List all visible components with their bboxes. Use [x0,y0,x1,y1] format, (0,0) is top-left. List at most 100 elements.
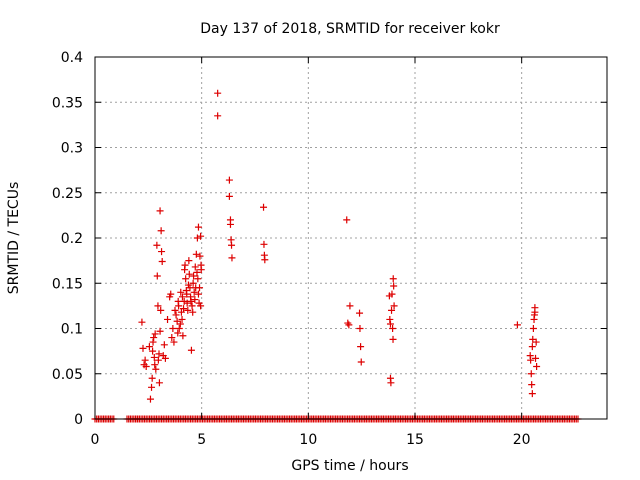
data-point [197,232,205,240]
data-point [142,363,150,371]
data-point [151,330,159,338]
data-point [181,261,189,269]
data-point [176,320,184,328]
data-point [261,256,269,264]
data-point [513,321,521,329]
data-point [225,176,233,184]
data-point [185,257,193,265]
data-point [225,192,233,200]
data-point [146,395,154,403]
data-point [357,343,365,351]
data-point [228,254,236,262]
data-point [168,334,176,342]
data-point [138,318,146,326]
data-point [167,290,175,298]
data-point [193,268,201,276]
data-point [528,390,536,398]
data-point [184,306,192,314]
data-point [170,338,178,346]
data-point [156,327,164,335]
data-point [527,370,535,378]
data-point [346,302,354,310]
data-point [388,290,396,298]
data-point [356,325,364,332]
data-point [151,361,159,369]
y-tick-label: 0.2 [61,231,83,247]
x-tick-label: 15 [406,432,424,448]
data-point [344,319,352,327]
y-tick-label: 0 [74,412,83,428]
data-point [150,334,158,342]
y-tick-label: 0.1 [61,322,83,338]
data-point [193,234,201,242]
data-point [345,321,353,329]
y-tick-label: 0.3 [61,141,83,157]
data-point [389,325,397,332]
data-point [190,272,198,280]
data-point [191,296,199,304]
tick-layer [94,56,607,420]
data-point [148,374,156,382]
data-point [149,347,157,355]
grid-layer [95,57,607,419]
data-point [387,379,395,387]
y-tick-label: 0.4 [61,50,83,66]
data-point [389,275,397,283]
data-point [160,341,168,349]
data-point [194,290,202,298]
data-point [389,335,397,343]
data-point [185,270,193,278]
tick-label-layer: 0 0.05 0.1 0.15 0.2 0.25 0.3 0.35 0.4 0 5 10 15 20 [52,50,531,448]
data-point [180,305,188,313]
data-point [187,297,195,305]
data-point [190,288,198,296]
data-point [178,315,186,323]
data-point [194,223,202,231]
data-point [154,302,162,310]
data-point [531,304,539,312]
data-point [161,354,169,362]
data-point [177,308,185,316]
data-point [226,220,234,228]
data-point [145,343,153,351]
data-point [182,275,190,283]
data-point [152,365,160,373]
data-point [197,302,205,310]
data-point [171,306,179,314]
data-point [356,309,364,317]
data-point [183,290,191,298]
x-tick-label: 0 [91,432,100,448]
data-point [149,338,157,346]
data-point [157,227,165,235]
data-point [260,203,268,211]
data-point [214,89,222,97]
data-point [194,275,202,283]
data-point [148,383,156,391]
data-point [169,325,177,332]
data-point [189,279,197,287]
data-point [388,306,396,314]
marker-layer [91,89,582,423]
y-tick-label: 0.35 [52,95,83,111]
data-point [141,356,149,364]
data-point [390,302,398,310]
data-point [174,329,182,337]
data-point [172,311,180,319]
data-point [155,350,163,358]
data-point [158,248,166,256]
y-axis-title: SRMTID / TECUs [6,182,22,295]
y-tick-label: 0.15 [52,276,83,292]
data-point [189,308,197,316]
chart-title: Day 137 of 2018, SRMTID for receiver kok… [200,21,500,37]
data-point [139,344,147,352]
data-point [529,325,537,332]
data-point [188,302,196,310]
data-point [157,306,165,314]
data-point [528,381,536,389]
y-tick-label: 0.05 [52,367,83,383]
x-tick-label: 20 [513,432,531,448]
data-point [183,299,191,307]
data-point [177,288,185,296]
